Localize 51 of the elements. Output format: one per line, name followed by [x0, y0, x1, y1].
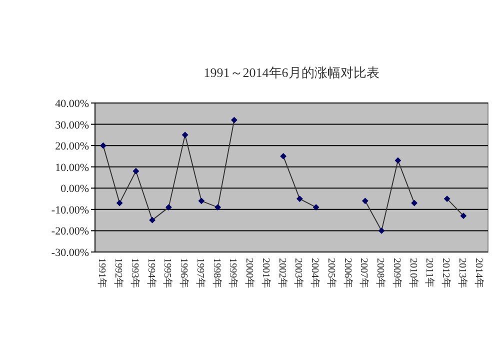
point [312, 204, 320, 210]
point [182, 132, 188, 138]
point [214, 204, 222, 210]
x-tick-label: 2009年 [390, 258, 403, 288]
point [460, 212, 467, 220]
point [198, 198, 205, 204]
x-tick-label: 1991年 [96, 258, 108, 288]
chart-title: 1991～2014年6月的涨幅对比表 [204, 65, 380, 80]
x-tick-label: 2013年 [456, 258, 468, 288]
point [132, 168, 140, 174]
x-tick-label: 2002年 [276, 258, 288, 288]
x-tick-label: 2004年 [309, 258, 322, 288]
y-tick-label: 30.00% [55, 119, 89, 132]
point [116, 200, 123, 206]
x-tick-label: 2011年 [424, 258, 436, 288]
point [280, 153, 287, 160]
point [394, 157, 402, 164]
point [378, 228, 385, 234]
point [411, 200, 418, 206]
point [149, 216, 156, 224]
point [230, 116, 238, 124]
x-tick-label: 2007年 [358, 258, 370, 288]
y-tick-label: 0.00% [60, 183, 89, 196]
x-tick-label: 2005年 [325, 258, 338, 288]
x-tick-label: 2001年 [260, 258, 272, 288]
y-tick-label: 10.00% [55, 162, 89, 174]
y-tick-label: -10.00% [51, 204, 89, 216]
y-tick-label: -20.00% [51, 226, 89, 238]
point [165, 204, 172, 210]
x-tick-label: 2014年 [472, 258, 485, 288]
x-tick-label: 2010年 [407, 258, 420, 288]
y-tick-label: 40.00% [55, 98, 89, 110]
x-tick-label: 1999年 [227, 258, 240, 288]
point [296, 196, 303, 202]
y-tick-label: -30.00% [51, 247, 89, 259]
x-tick-label: 2003年 [292, 258, 305, 288]
x-tick-label: 2008年 [374, 258, 387, 288]
point [362, 198, 368, 204]
x-tick-label: 2012年 [440, 258, 452, 288]
x-tick-label: 2006年 [342, 258, 354, 288]
x-tick-label: 1994年 [145, 258, 158, 288]
x-tick-label: 1998年 [210, 258, 223, 288]
x-tick-label: 1995年 [162, 258, 174, 288]
x-tick-label: 1997年 [194, 258, 206, 288]
y-tick-label: 20.00% [55, 140, 89, 153]
x-tick-label: 1992年 [112, 258, 125, 288]
x-tick-label: 1996年 [178, 258, 190, 288]
point [100, 142, 106, 149]
x-tick-label: 2000年 [244, 258, 256, 288]
point [444, 196, 450, 202]
x-tick-label: 1993年 [128, 258, 141, 288]
